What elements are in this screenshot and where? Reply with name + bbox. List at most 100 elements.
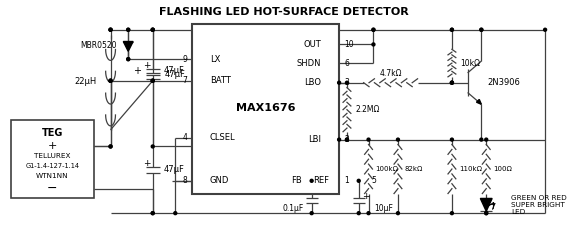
Bar [10, 120, 94, 198]
Circle shape [480, 28, 483, 31]
Text: BATT: BATT [210, 76, 231, 85]
Text: 7: 7 [182, 76, 187, 85]
Circle shape [151, 212, 154, 215]
Circle shape [480, 28, 483, 31]
Text: CLSEL: CLSEL [210, 133, 235, 142]
Circle shape [127, 58, 129, 61]
Text: 82kΩ: 82kΩ [405, 166, 423, 172]
Text: 4.7kΩ: 4.7kΩ [379, 69, 402, 78]
Circle shape [151, 79, 154, 82]
Circle shape [310, 179, 313, 182]
Circle shape [109, 28, 112, 31]
Polygon shape [123, 41, 133, 51]
Circle shape [310, 212, 313, 215]
Text: +: + [143, 60, 151, 69]
Text: MAX1676: MAX1676 [236, 103, 295, 113]
Circle shape [346, 138, 349, 141]
Circle shape [450, 138, 453, 141]
Circle shape [450, 28, 453, 31]
Text: SHDN: SHDN [297, 59, 321, 68]
Text: 4: 4 [182, 133, 187, 142]
Text: REF: REF [313, 176, 329, 185]
Circle shape [109, 79, 112, 82]
Text: MBR0520: MBR0520 [80, 41, 116, 50]
Circle shape [151, 145, 154, 148]
Text: LBO: LBO [305, 78, 321, 87]
Circle shape [151, 79, 154, 82]
Circle shape [151, 28, 154, 31]
Text: 10: 10 [344, 40, 354, 49]
Circle shape [450, 81, 453, 84]
Text: 8: 8 [182, 176, 187, 185]
Circle shape [357, 179, 360, 182]
Circle shape [450, 28, 453, 31]
Circle shape [338, 81, 340, 84]
Circle shape [346, 81, 349, 84]
Bar [192, 24, 339, 193]
Circle shape [109, 79, 112, 82]
Text: 47µF: 47µF [165, 70, 186, 79]
Text: 100kΩ: 100kΩ [375, 166, 398, 172]
Circle shape [109, 28, 112, 31]
Text: GREEN OR RED
SUPER BRIGHT
LED: GREEN OR RED SUPER BRIGHT LED [511, 195, 566, 215]
Circle shape [109, 145, 112, 148]
Text: 9: 9 [182, 55, 187, 64]
Text: 2: 2 [344, 135, 349, 144]
Text: 0.1µF: 0.1µF [283, 204, 304, 213]
Text: G1-1.4-127-1.14: G1-1.4-127-1.14 [25, 163, 79, 169]
Text: OUT: OUT [303, 40, 321, 49]
Text: WTN1NN: WTN1NN [36, 173, 69, 179]
Text: 10kΩ: 10kΩ [460, 59, 480, 68]
Circle shape [372, 43, 375, 46]
Text: 2N3906: 2N3906 [487, 78, 520, 87]
Circle shape [338, 138, 340, 141]
Text: LX: LX [210, 55, 220, 64]
Circle shape [397, 212, 399, 215]
Circle shape [346, 138, 349, 141]
Text: TEG: TEG [42, 128, 63, 138]
Circle shape [367, 138, 370, 141]
Circle shape [367, 212, 370, 215]
Text: 2.2MΩ: 2.2MΩ [356, 105, 380, 114]
Circle shape [485, 138, 488, 141]
Circle shape [485, 212, 488, 215]
Circle shape [151, 28, 154, 31]
Circle shape [127, 58, 129, 61]
Circle shape [174, 212, 177, 215]
Circle shape [109, 145, 112, 148]
Circle shape [151, 212, 154, 215]
Text: GND: GND [210, 176, 229, 185]
Text: TELLUREX: TELLUREX [34, 153, 71, 159]
Text: FB: FB [291, 176, 302, 185]
Polygon shape [480, 198, 492, 211]
Text: 6: 6 [344, 59, 349, 68]
Text: FLASHING LED HOT-SURFACE DETECTOR: FLASHING LED HOT-SURFACE DETECTOR [160, 7, 409, 17]
Text: +: + [133, 66, 141, 76]
Circle shape [109, 28, 112, 31]
Circle shape [151, 28, 154, 31]
Circle shape [450, 81, 453, 84]
Polygon shape [476, 99, 481, 104]
Circle shape [485, 212, 488, 215]
Text: 47µF: 47µF [164, 164, 184, 174]
Circle shape [397, 138, 399, 141]
Circle shape [372, 28, 375, 31]
Circle shape [151, 79, 154, 82]
Text: 3: 3 [344, 78, 349, 87]
Text: 110kΩ: 110kΩ [459, 166, 482, 172]
Circle shape [450, 212, 453, 215]
Circle shape [450, 81, 453, 84]
Circle shape [372, 28, 375, 31]
Text: 5: 5 [372, 176, 376, 185]
Text: +: + [362, 192, 369, 201]
Text: 22µH: 22µH [75, 77, 97, 86]
Text: −: − [47, 182, 57, 195]
Circle shape [127, 28, 129, 31]
Text: LBI: LBI [309, 135, 321, 144]
Circle shape [480, 138, 483, 141]
Circle shape [357, 212, 360, 215]
Text: 1: 1 [344, 176, 349, 185]
Circle shape [544, 28, 547, 31]
Text: 10µF: 10µF [375, 204, 393, 213]
Text: +: + [143, 159, 151, 168]
